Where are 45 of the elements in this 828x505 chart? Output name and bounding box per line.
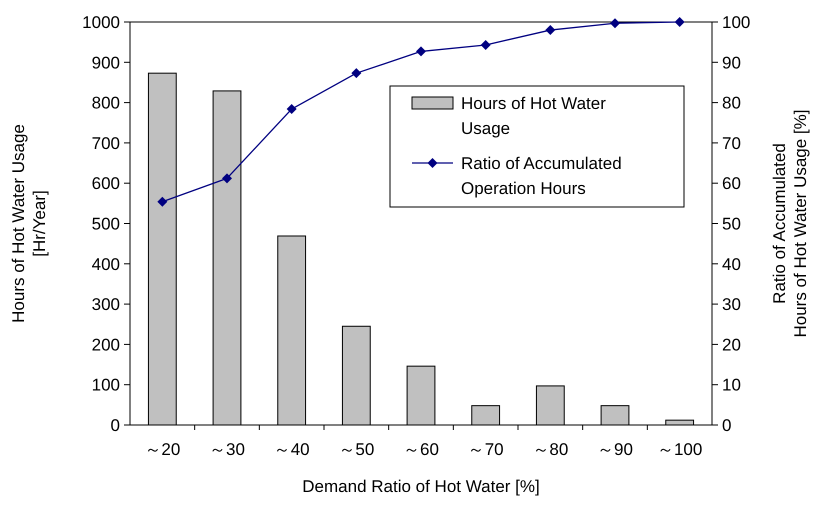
x-tick-label: ～100	[656, 440, 702, 459]
x-tick-label: ～30	[209, 440, 245, 459]
x-tick-label: ～70	[468, 440, 504, 459]
x-tick-label: ～40	[274, 440, 310, 459]
y2-tick-label: 90	[722, 53, 741, 72]
y2-tick-label: 70	[722, 134, 741, 153]
y2-tick-label: 0	[722, 416, 732, 435]
x-tick-label: ～20	[144, 440, 180, 459]
point	[351, 68, 362, 78]
legend-label: Hours of Hot Water Usage	[461, 94, 606, 138]
y-tick-label: 300	[92, 295, 120, 314]
x-tick-label: ～80	[532, 440, 568, 459]
point	[480, 40, 491, 50]
x-tick-label: ～50	[338, 440, 374, 459]
point	[286, 104, 297, 114]
y2-tick-label: 10	[722, 376, 741, 395]
point	[222, 173, 232, 184]
x-axis-title: Demand Ratio of Hot Water [%]	[302, 477, 540, 496]
y2-tick-label: 20	[722, 335, 741, 354]
y-tick-label: 200	[92, 335, 120, 354]
y2-tick-label: 80	[722, 94, 741, 113]
y-tick-label: 400	[92, 254, 120, 274]
point	[416, 46, 426, 56]
x-tick-label: ～90	[597, 440, 633, 459]
y-tick-label: 0	[110, 416, 120, 435]
y2-tick-label: 30	[722, 295, 741, 314]
y2-axis-title: Ratio of Accumulated Hours of Hot Water Usage [%]	[770, 109, 810, 338]
y-tick-label: 1000	[82, 13, 120, 32]
y2-tick-label: 100	[722, 13, 750, 32]
y-tick-label: 900	[92, 53, 120, 72]
point	[157, 196, 168, 207]
y2-tick-label: 60	[722, 174, 741, 194]
y-tick-label: 100	[92, 376, 120, 395]
y-tick-label: 800	[92, 94, 120, 113]
y-tick-label: 600	[92, 174, 120, 194]
point	[610, 18, 620, 28]
point	[674, 17, 685, 27]
y-tick-label: 700	[92, 134, 120, 153]
y-tick-label: 500	[92, 214, 120, 234]
legend-label: Ratio of Accumulated Operation Hours	[461, 154, 622, 198]
y-axis-title: Hours of Hot Water Usage [Hr/Year]	[9, 124, 49, 323]
point	[545, 25, 556, 36]
y2-tick-label: 50	[722, 214, 741, 234]
x-tick-label: ～60	[403, 440, 439, 459]
y2-tick-label: 40	[722, 254, 741, 274]
